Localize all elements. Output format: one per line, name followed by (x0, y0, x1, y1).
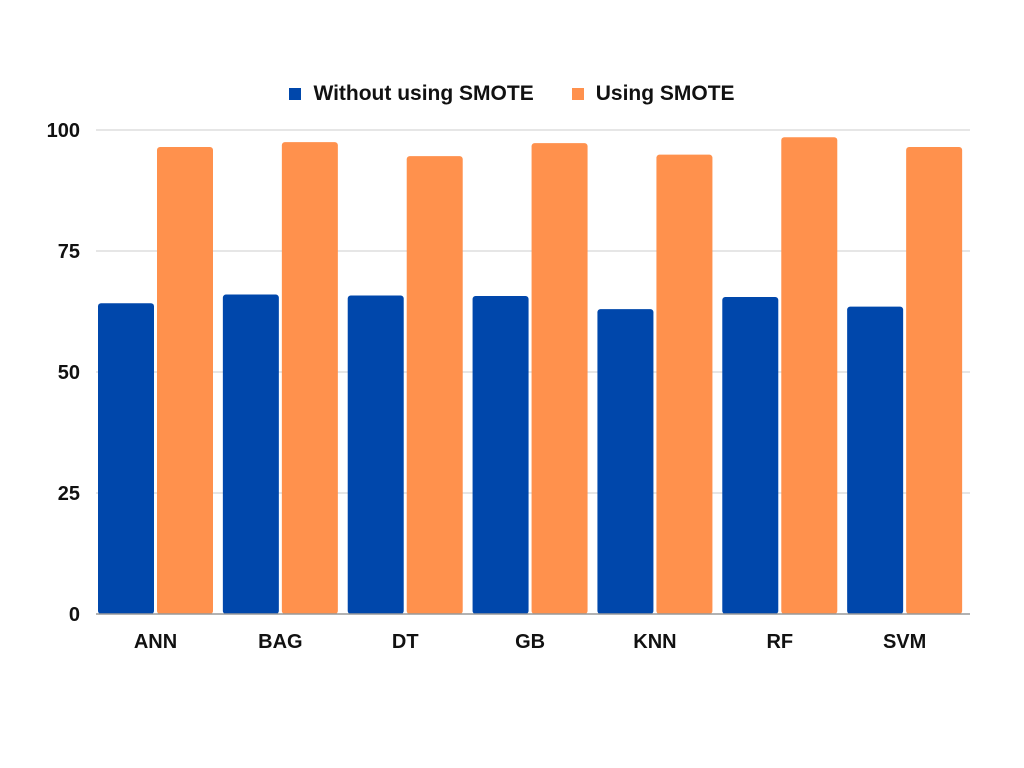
bar-ann-using-smote (157, 146, 213, 614)
y-tick-label: 75 (58, 241, 80, 263)
bar-gb-without-smote (472, 296, 529, 614)
bar-bag-without-smote (222, 294, 279, 614)
y-tick-label: 25 (58, 483, 80, 505)
x-tick-label: RF (766, 631, 793, 653)
legend-item-without-smote: Without using SMOTE (289, 82, 534, 106)
legend-swatch-without-smote (289, 88, 302, 100)
x-tick-label: ANN (134, 631, 177, 653)
bar-svm-using-smote (906, 146, 963, 614)
x-tick-label: DT (392, 631, 419, 653)
x-tick-label: GB (515, 631, 545, 653)
bar-ann-without-smote (98, 303, 154, 614)
bar-rf-using-smote (781, 137, 838, 614)
legend-label-using-smote: Using SMOTE (595, 82, 735, 105)
legend-label-without-smote: Without using SMOTE (313, 82, 534, 105)
y-tick-label: 50 (58, 362, 80, 384)
bar-dt-without-smote (347, 295, 404, 614)
bar-svm-without-smote (847, 306, 904, 614)
bar-knn-using-smote (656, 154, 713, 614)
y-tick-label: 0 (69, 604, 80, 626)
legend-swatch-using-smote (571, 88, 584, 100)
x-tick-label: BAG (258, 631, 302, 653)
bar-rf-without-smote (722, 296, 779, 614)
bar-gb-using-smote (531, 143, 588, 614)
x-tick-label: SVM (883, 631, 926, 653)
x-tick-label: KNN (633, 631, 676, 653)
bar-bag-using-smote (281, 142, 338, 614)
y-tick-label: 100 (47, 120, 80, 142)
legend-item-using-smote: Using SMOTE (571, 82, 735, 106)
bar-dt-using-smote (406, 156, 463, 615)
bar-knn-without-smote (597, 309, 654, 614)
legend: Without using SMOTE Using SMOTE (0, 82, 1024, 106)
